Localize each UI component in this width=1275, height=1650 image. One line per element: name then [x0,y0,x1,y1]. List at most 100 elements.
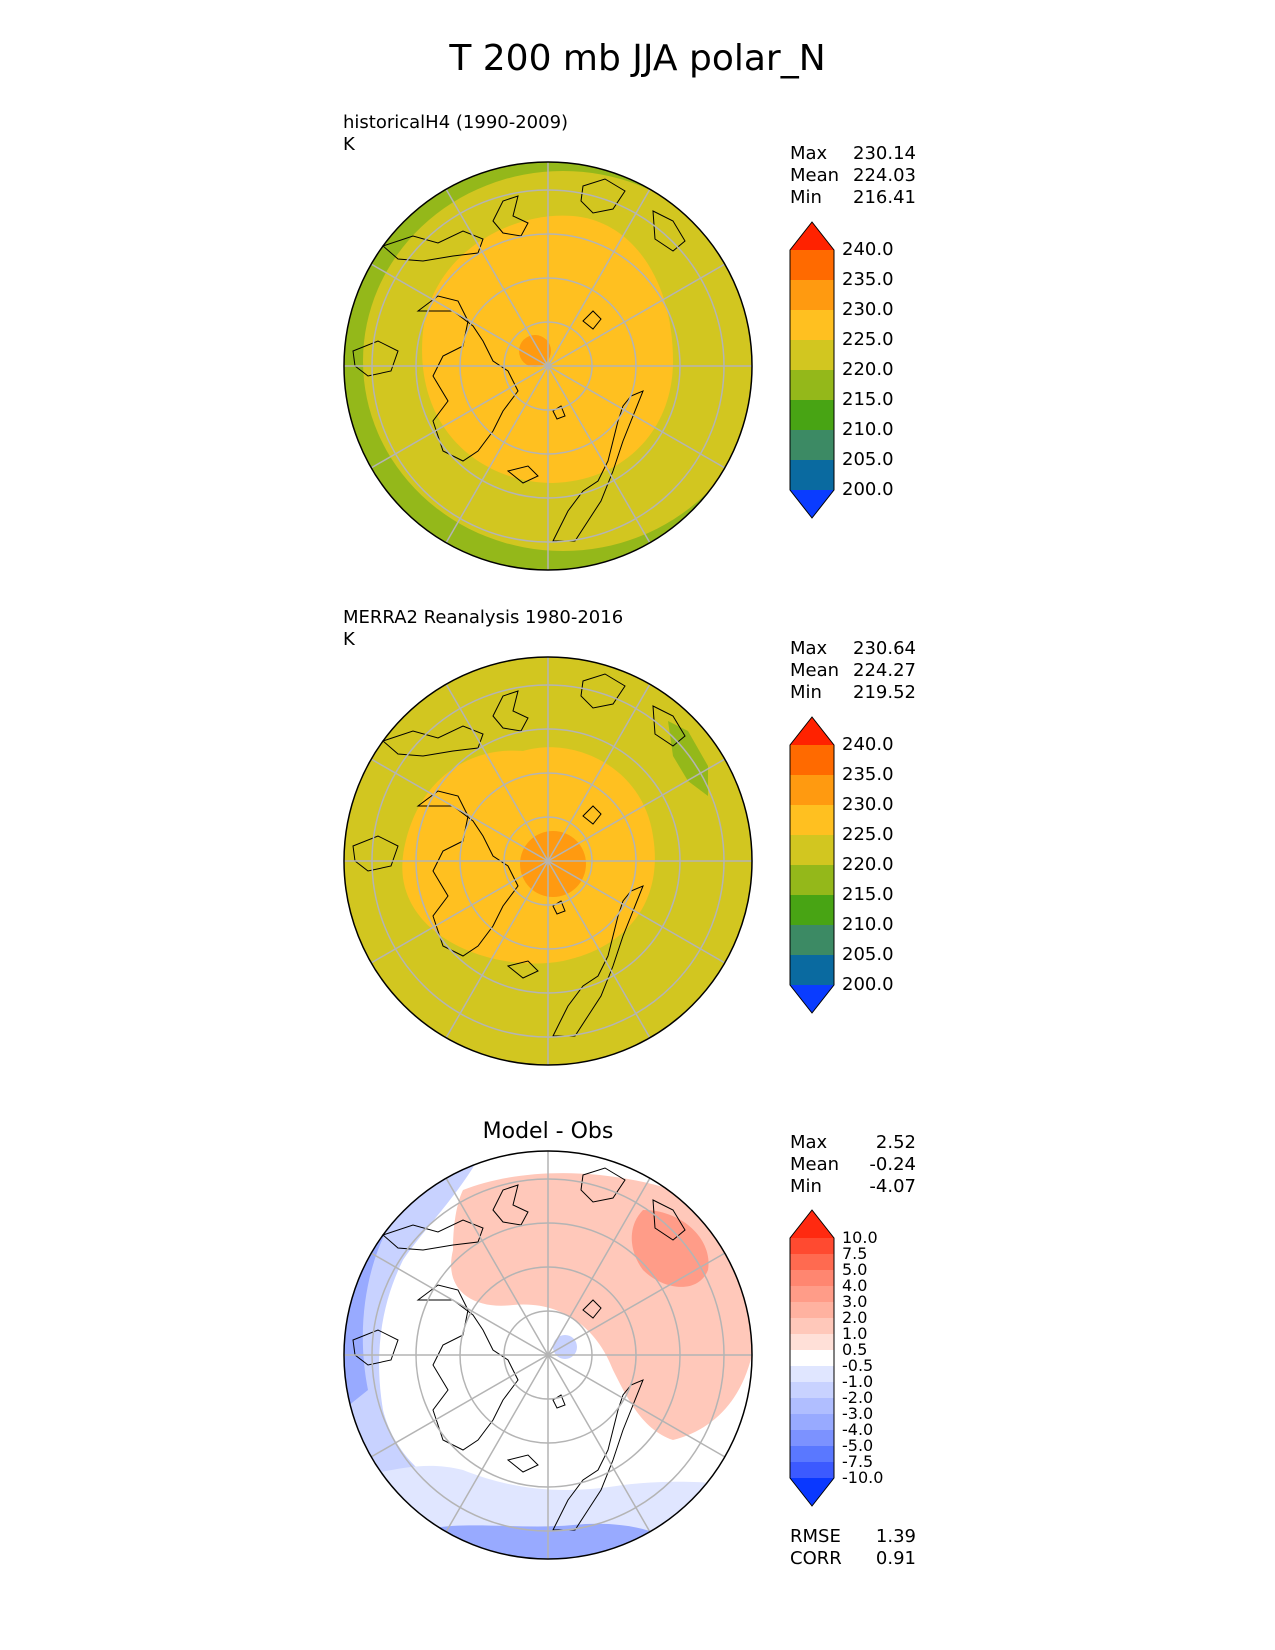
panel3-title: Model - Obs [482,1119,614,1144]
panel2-title: MERRA2 Reanalysis 1980-2016 K [343,607,623,651]
colorbar-tick-label: 220.0 [842,854,894,875]
colorbar-segment [790,1350,834,1367]
panel2-stats: Max 230.64 Mean 224.27 Min 219.52 [790,638,916,704]
colorbar-tick-label: 225.0 [842,824,894,845]
colorbar-segment [790,1478,834,1506]
colorbar-segment [790,1302,834,1319]
colorbar-tick-label: 10.0 [842,1228,878,1247]
colorbar-tick-label: 205.0 [842,944,894,965]
panel3-colorbar [789,1209,835,1507]
colorbar-segment [790,370,834,401]
colorbar-tick-label: 4.0 [842,1276,868,1295]
colorbar-tick-label: -3.0 [842,1404,874,1423]
map-boundary [343,1150,753,1560]
colorbar-segment [790,955,834,986]
panel1-units: K [343,134,355,155]
colorbar-segment [790,490,834,518]
stat-max-label: Max [790,143,828,164]
colorbar-tick-label: -0.5 [842,1356,874,1375]
colorbar-segment [790,280,834,311]
colorbar-outline [789,221,835,519]
colorbar-tick-label: 200.0 [842,479,894,500]
map-boundary [343,161,753,571]
colorbar-outline [789,1209,835,1507]
colorbar-segment [790,1238,834,1255]
colorbar-tick-label: 210.0 [842,419,894,440]
field-band-pos-3 [631,1210,709,1287]
graticule [344,1151,752,1559]
colorbar-tick-label: 200.0 [842,974,894,995]
colorbar-tick-label: 5.0 [842,1260,868,1279]
colorbar-tick-label: 235.0 [842,764,894,785]
colorbar-segment [790,717,834,745]
colorbar-segment [790,1462,834,1479]
stat-min-label: Min [790,682,822,703]
field-band-215-220 [668,721,708,796]
colorbar-segment [790,805,834,836]
colorbar-tick-label: -2.0 [842,1388,874,1407]
colorbar-tick-label: -5.0 [842,1436,874,1455]
colorbar-segment [790,775,834,806]
stat-max-label: Max [790,638,828,659]
stat-min-value: 216.41 [853,187,916,208]
panel1-stats: Max 230.14 Mean 224.03 Min 216.41 [790,143,916,209]
colorbar-tick-label: 240.0 [842,734,894,755]
stat-mean-label: Mean [790,165,840,186]
colorbar-segment [790,1270,834,1287]
stat-max-value: 230.64 [853,638,916,659]
colorbar-segment [790,400,834,431]
colorbar-segment [790,460,834,491]
colorbar-segment [790,895,834,926]
stat-mean-label: Mean [790,660,840,681]
colorbar-tick-label: 215.0 [842,884,894,905]
colorbar-segment [790,310,834,341]
colorbar-tick-label: 2.0 [842,1308,868,1327]
colorbar-segment [790,1398,834,1415]
rmse-value: 1.39 [875,1526,916,1547]
stat-mean-value: 224.03 [853,165,916,186]
corr-value: 0.91 [875,1548,916,1569]
colorbar-tick-label: -1.0 [842,1372,874,1391]
map-boundary [343,656,753,1066]
colorbar-tick-label: 210.0 [842,914,894,935]
panel1-title: historicalH4 (1990-2009) K [343,112,568,156]
stat-mean-value: 224.27 [853,660,916,681]
stat-min-value: -4.07 [869,1176,916,1197]
colorbar-tick-label: 235.0 [842,269,894,290]
rmse-label: RMSE [790,1526,841,1547]
colorbar-segment [790,1446,834,1463]
colorbar-segment [790,1430,834,1447]
corr-label: CORR [790,1548,842,1569]
colorbar-tick-label: 7.5 [842,1244,868,1263]
panel1-title-line1: historicalH4 (1990-2009) [343,112,569,133]
graticule [344,657,752,1065]
stat-max-value: 230.14 [853,143,916,164]
colorbar-tick-label: 230.0 [842,794,894,815]
panel2-colorbar [789,716,835,1014]
panel2-units: K [343,629,355,650]
colorbar-segment [790,745,834,776]
colorbar-segment [790,865,834,896]
colorbar-tick-label: 230.0 [842,299,894,320]
colorbar-segment [790,430,834,461]
field-band-neg-2 [344,1151,483,1559]
main-title: T 200 mb JJA polar_N [449,38,826,79]
stat-mean-value: -0.24 [869,1154,916,1175]
colorbar-tick-label: 215.0 [842,389,894,410]
colorbar-tick-label: 1.0 [842,1324,868,1343]
colorbar-segment [790,340,834,371]
colorbar-segment [790,1286,834,1303]
colorbar-segment [790,985,834,1013]
graticule [344,162,752,570]
panel1-polar-map [343,161,753,571]
colorbar-tick-label: -10.0 [842,1468,884,1487]
stat-min-value: 219.52 [853,682,916,703]
colorbar-segment [790,925,834,956]
colorbar-segment [790,1334,834,1351]
panel3-metrics: RMSE 1.39 CORR 0.91 [790,1526,916,1570]
colorbar-segment [790,1254,834,1271]
colorbar-segment [790,1414,834,1431]
colorbar-tick-label: 225.0 [842,329,894,350]
colorbar-outline [789,716,835,1014]
colorbar-tick-label: 240.0 [842,239,894,260]
